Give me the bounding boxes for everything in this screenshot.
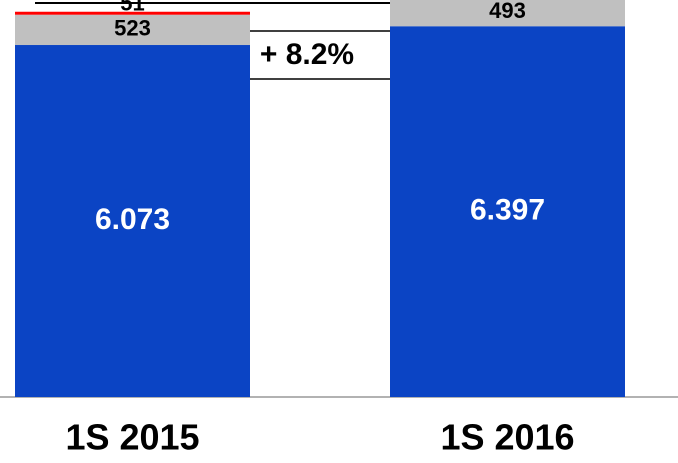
value-label: 6.073	[95, 203, 170, 236]
x-tick-label: 1S 2015	[65, 417, 199, 458]
bar-segment	[390, 0, 625, 27]
value-label: 523	[114, 16, 151, 41]
bar-segment	[15, 14, 250, 46]
x-tick-label: 1S 2016	[440, 417, 574, 458]
value-label: 51	[120, 0, 144, 16]
annotation: + 8.2%	[260, 38, 354, 71]
bar-segment	[390, 26, 625, 397]
bar-segment	[15, 45, 250, 397]
bar-segment	[15, 11, 250, 15]
value-label: 6.397	[470, 194, 545, 227]
value-label: 493	[489, 0, 526, 23]
